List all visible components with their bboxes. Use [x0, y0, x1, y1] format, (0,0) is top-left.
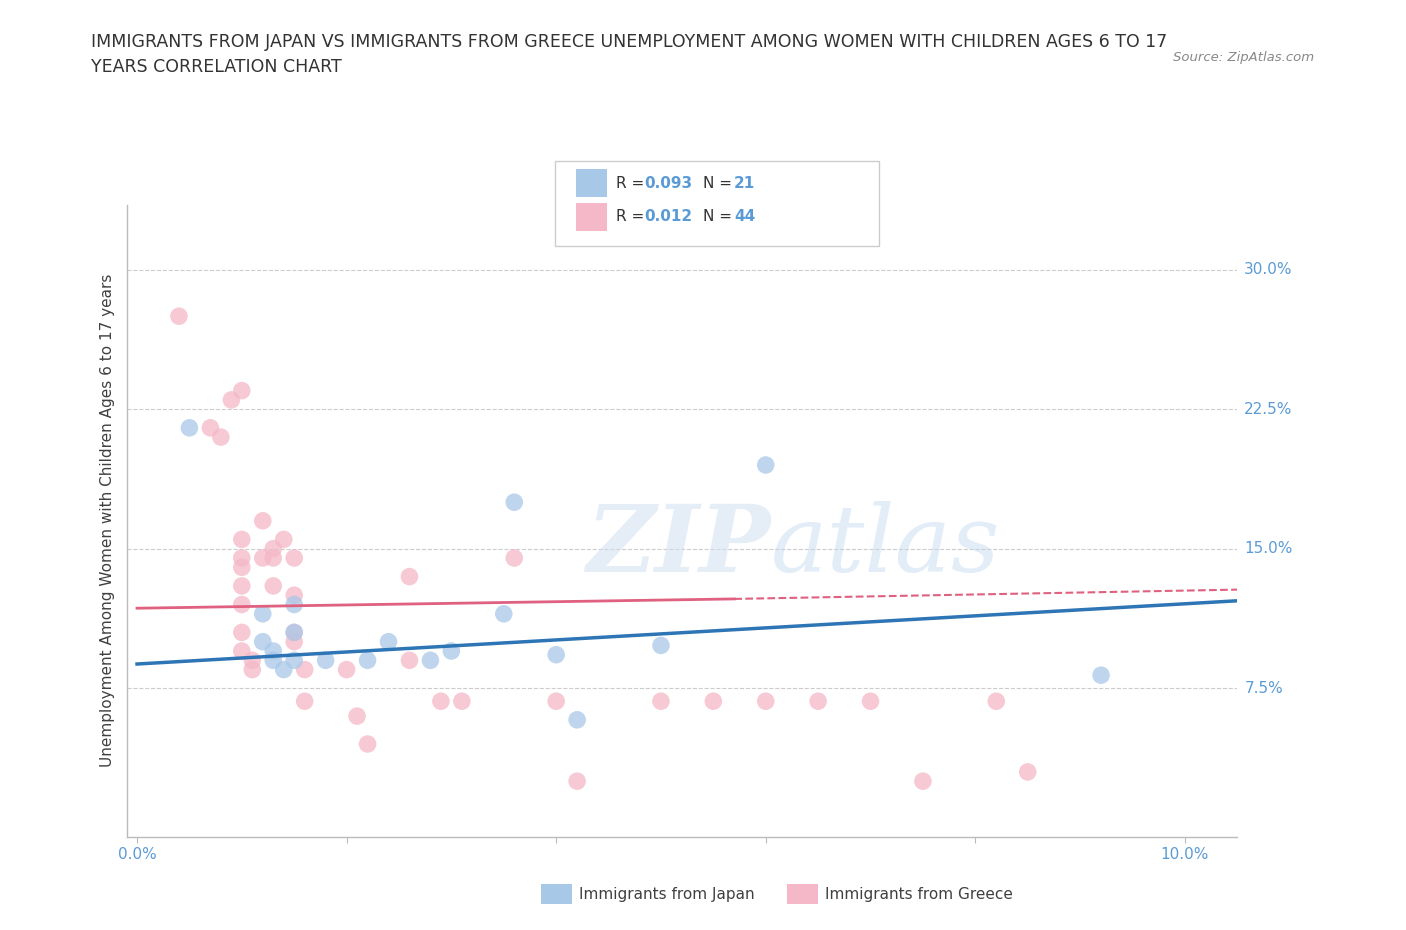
Point: [650, 638, 672, 653]
Point: [231, 578, 253, 593]
Point: [398, 569, 420, 584]
Point: [911, 774, 934, 789]
Point: [492, 606, 515, 621]
Text: Immigrants from Greece: Immigrants from Greece: [825, 887, 1014, 902]
Point: [346, 709, 368, 724]
Point: [377, 634, 399, 649]
Point: [240, 662, 263, 677]
Point: [167, 309, 190, 324]
Point: [273, 532, 295, 547]
Point: [1017, 764, 1039, 779]
Point: [702, 694, 724, 709]
Point: [283, 597, 305, 612]
Point: [179, 420, 201, 435]
Point: [398, 653, 420, 668]
Point: [221, 392, 243, 407]
Text: ZIP: ZIP: [586, 501, 770, 591]
Point: [283, 653, 305, 668]
Point: [283, 551, 305, 565]
Point: [1090, 668, 1112, 683]
Point: [231, 383, 253, 398]
Text: N =: N =: [703, 176, 737, 191]
Point: [650, 694, 672, 709]
Point: [273, 662, 295, 677]
Point: [283, 625, 305, 640]
Point: [252, 634, 274, 649]
Point: [986, 694, 1008, 709]
Point: [450, 694, 472, 709]
Point: [252, 551, 274, 565]
Point: [315, 653, 337, 668]
Point: [262, 541, 284, 556]
Text: Source: ZipAtlas.com: Source: ZipAtlas.com: [1174, 51, 1315, 64]
Text: R =: R =: [616, 209, 650, 224]
Point: [755, 694, 778, 709]
Point: [565, 712, 588, 727]
Text: 15.0%: 15.0%: [1244, 541, 1292, 556]
Text: R =: R =: [616, 176, 650, 191]
Point: [262, 653, 284, 668]
Text: 0.012: 0.012: [644, 209, 692, 224]
Point: [231, 532, 253, 547]
Point: [231, 644, 253, 658]
Point: [231, 625, 253, 640]
Point: [859, 694, 882, 709]
Text: IMMIGRANTS FROM JAPAN VS IMMIGRANTS FROM GREECE UNEMPLOYMENT AMONG WOMEN WITH CH: IMMIGRANTS FROM JAPAN VS IMMIGRANTS FROM…: [91, 33, 1167, 75]
Point: [503, 551, 526, 565]
Point: [252, 606, 274, 621]
Point: [231, 551, 253, 565]
Point: [565, 774, 588, 789]
Point: [240, 653, 263, 668]
Point: [419, 653, 441, 668]
Point: [262, 578, 284, 593]
Point: [209, 430, 232, 445]
Point: [546, 694, 568, 709]
Point: [283, 588, 305, 603]
Point: [546, 647, 568, 662]
Point: [294, 662, 316, 677]
Point: [283, 634, 305, 649]
Point: [503, 495, 526, 510]
Point: [356, 737, 378, 751]
Point: [294, 694, 316, 709]
Point: [336, 662, 359, 677]
Point: [430, 694, 453, 709]
Text: Immigrants from Japan: Immigrants from Japan: [579, 887, 755, 902]
Point: [440, 644, 463, 658]
Text: 7.5%: 7.5%: [1244, 681, 1284, 696]
Text: 44: 44: [734, 209, 755, 224]
Point: [262, 644, 284, 658]
Y-axis label: Unemployment Among Women with Children Ages 6 to 17 years: Unemployment Among Women with Children A…: [100, 274, 115, 767]
Text: 21: 21: [734, 176, 755, 191]
Point: [200, 420, 222, 435]
Point: [262, 551, 284, 565]
Point: [252, 513, 274, 528]
Point: [755, 458, 778, 472]
Text: atlas: atlas: [770, 501, 1000, 591]
Point: [356, 653, 378, 668]
Text: N =: N =: [703, 209, 737, 224]
Text: 0.093: 0.093: [644, 176, 692, 191]
Text: 30.0%: 30.0%: [1244, 262, 1292, 277]
Text: 22.5%: 22.5%: [1244, 402, 1292, 417]
Point: [231, 560, 253, 575]
Point: [231, 597, 253, 612]
Point: [807, 694, 830, 709]
Point: [283, 625, 305, 640]
